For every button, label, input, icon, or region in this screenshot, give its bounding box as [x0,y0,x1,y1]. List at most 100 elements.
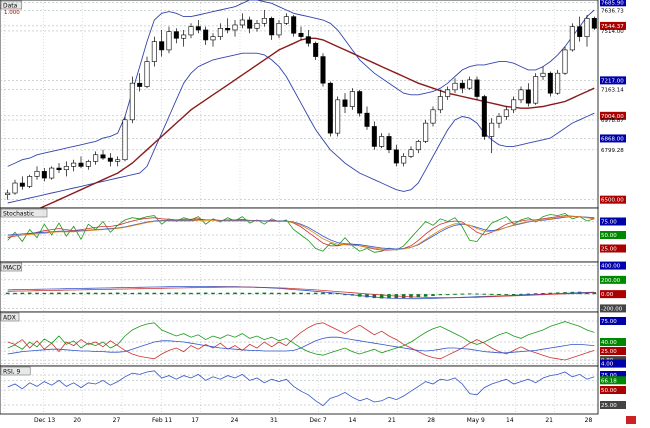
macd-bar [49,292,54,295]
macd-bar [431,294,435,296]
macd-bar [255,292,259,295]
macd-bar [409,294,413,298]
macd-bar [379,294,384,299]
axis-label-box [600,0,626,7]
candle [254,22,260,29]
axis-label-box [600,134,626,143]
panel-macd: MACD 400.00 200.00 0.00 -200.00 [0,261,626,313]
candle [107,157,113,162]
axis-label: 75.00 [601,220,617,226]
macd-bar [233,292,237,295]
panel-stochastic-frame [0,207,599,263]
panel-stochastic-title: Stochastic [3,211,34,218]
macd-bar [262,292,267,295]
axis-label-box [600,76,626,85]
candle [547,72,553,94]
candle [452,82,458,91]
candle [232,24,238,31]
candle [56,167,62,171]
series-line-1 [7,322,595,361]
candle [430,109,436,124]
macd-bar [57,292,61,295]
panel-macd-title-box [0,262,23,272]
axis-label: 0.00 [601,292,614,298]
x-tick-label: Dec 7 [309,417,327,424]
macd-bar [313,292,318,295]
candle [489,122,495,137]
candle [269,18,275,36]
axis-label: 6500.00 [601,198,624,204]
macd-bar [438,294,443,296]
axis-label-box [600,111,626,120]
candle [85,161,91,167]
axis-label: 75.00 [601,319,617,325]
candle [496,116,502,124]
candle [151,41,157,62]
axis-label: 25.00 [601,349,617,355]
candle [401,156,407,164]
macd-bar [387,294,391,299]
axis-label-box [600,244,626,253]
macd-bar [189,292,193,295]
candle [298,32,304,37]
macd-bar [27,292,32,295]
x-tick-label: 28 [585,417,593,424]
macd-bar [123,292,127,295]
candle [5,192,11,195]
candle [276,22,282,36]
axis-label: 66.18 [601,378,617,384]
axis-label: 7514.00 [601,29,624,35]
axis-label-box [600,376,626,385]
candle [423,122,429,142]
candle [569,26,575,51]
candle [181,34,187,39]
axis-label-box [600,347,626,355]
candle [71,162,77,167]
candle [203,29,209,41]
x-axis: Dec 13 20 27 Feb 11 17 24 31 Dec 7 14 21 28 May 9 14… [34,416,636,424]
macd-bar [504,294,509,296]
candle [122,119,128,161]
axis-label-box [600,386,626,394]
bollinger-lower-line [7,52,595,204]
axis-label-box [600,304,626,313]
macd-bar [306,292,311,295]
axis-label: 7636.73 [601,9,624,15]
corner-marker [626,416,636,424]
axis-label-box [600,371,626,379]
axis-label: 25.00 [601,403,617,409]
x-tick-label: 24 [231,417,239,424]
x-tick-label: May 9 [467,417,485,424]
macd-bar [211,292,215,295]
candle [195,26,201,31]
candle [327,82,333,134]
candle [137,82,143,87]
axis-label: 7217.00 [601,78,624,84]
candle [320,56,326,84]
macd-bar [482,293,487,295]
candle [217,27,223,37]
axis-label-box [600,195,626,204]
candle [584,18,590,37]
macd-bar [145,292,149,295]
candle [525,89,531,104]
macd-bar [203,292,208,295]
macd-bar [460,293,465,295]
macd-bar [196,292,201,295]
macd-bar [497,294,501,295]
macd-bar [247,292,252,295]
macd-bar [35,292,39,295]
axis-label-box [600,217,626,226]
candle [503,109,509,117]
macd-bar [365,294,369,298]
x-tick-label: 14 [506,417,514,424]
panel-stochastic-title-box [0,208,48,218]
macd-bar [218,292,223,295]
macd-bar [225,292,230,295]
panel-rsi-title: RSI, 9 [3,369,21,376]
macd-bar [533,293,538,295]
candle [511,99,517,111]
macd-bar [181,292,186,295]
